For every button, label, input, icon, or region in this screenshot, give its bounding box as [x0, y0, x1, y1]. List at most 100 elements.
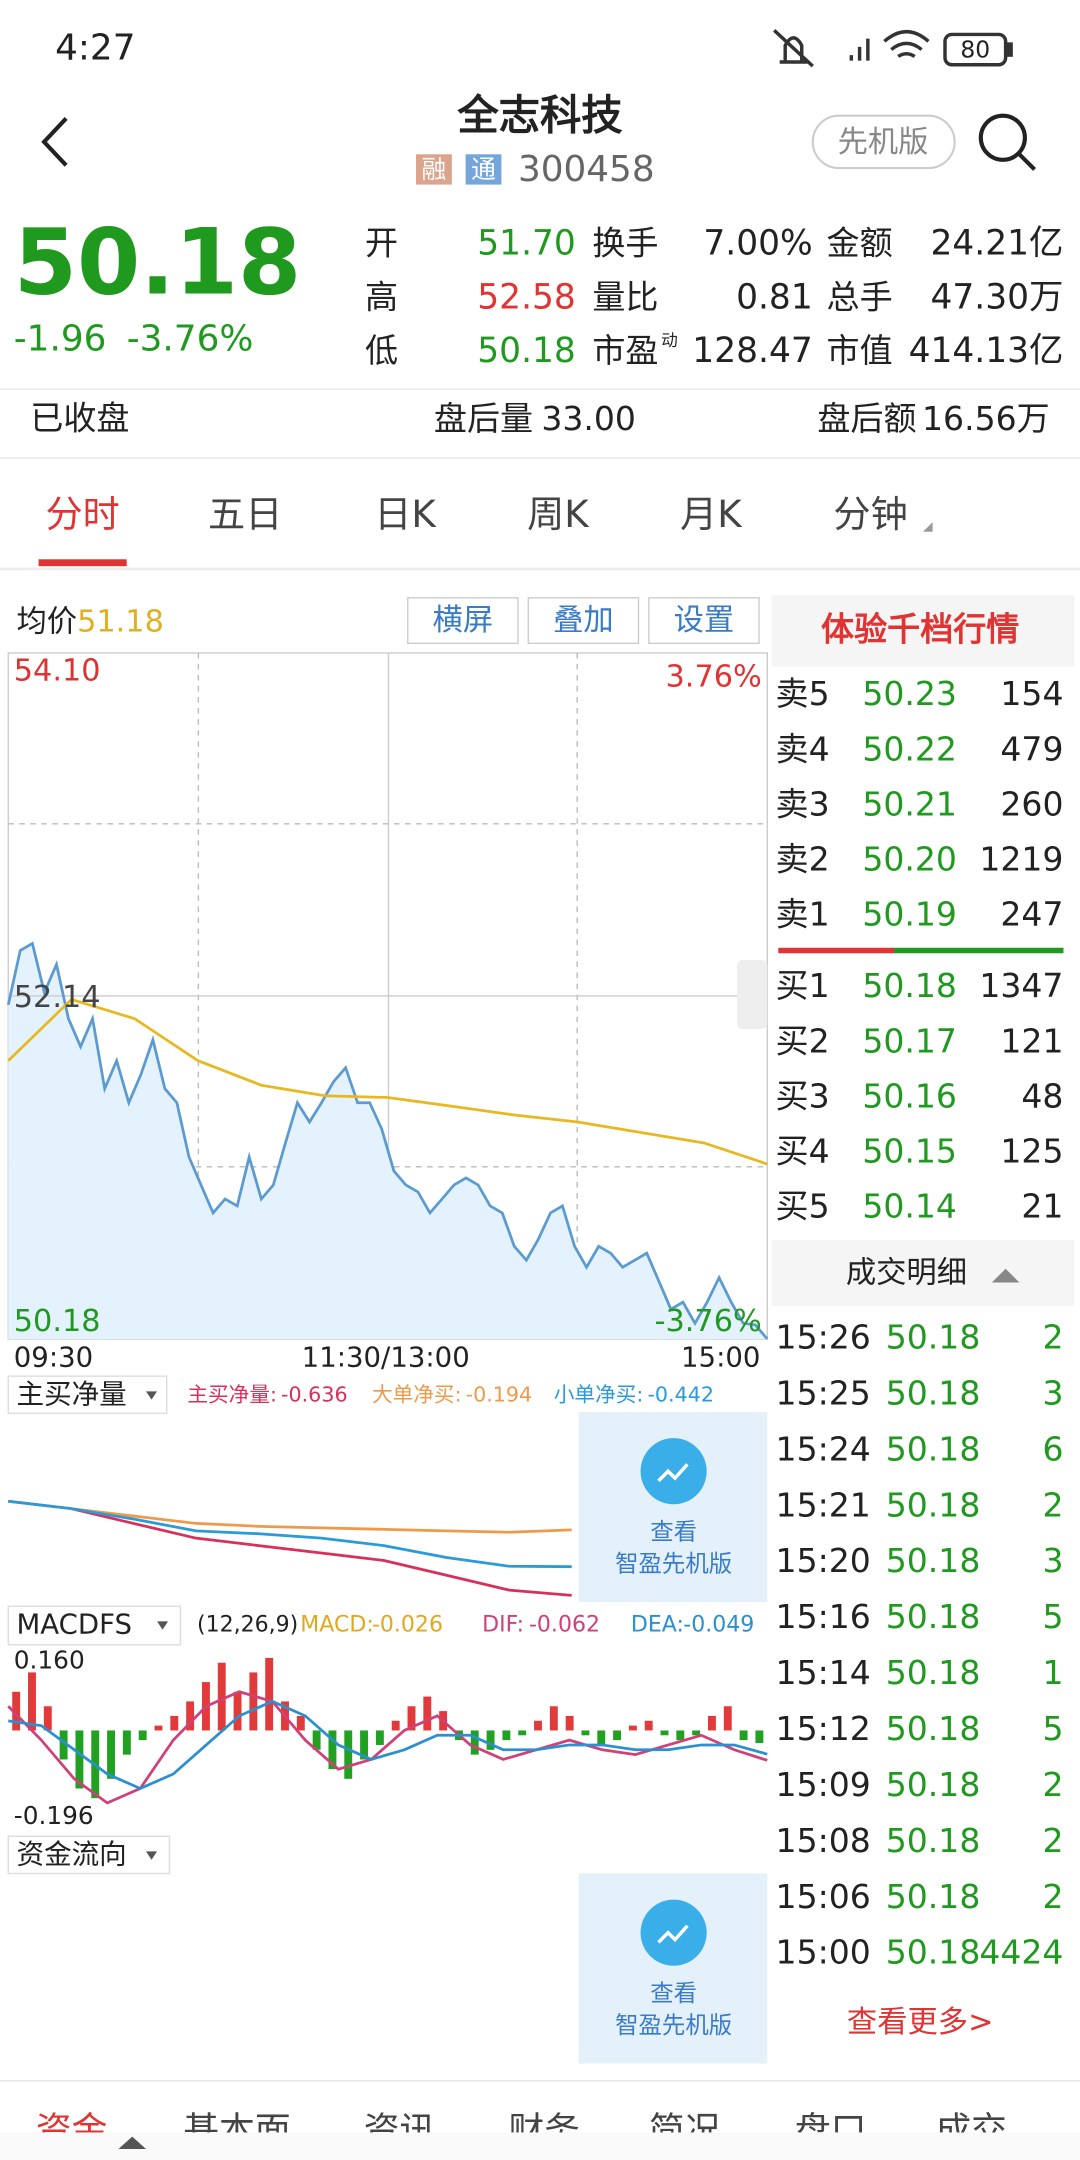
- indicator-select[interactable]: [7, 1605, 182, 1646]
- stat-value: 47.30万: [931, 277, 1064, 317]
- book-header-bg: [771, 595, 1075, 667]
- stat-label: 市值: [827, 331, 893, 370]
- search-button[interactable]: [978, 113, 1037, 171]
- trade-volume: 6: [1042, 1429, 1063, 1468]
- back-button[interactable]: [41, 117, 68, 167]
- stat-label: 低: [365, 331, 398, 370]
- legend-value: -0.442: [647, 1382, 714, 1406]
- book-label: 买3: [776, 1076, 830, 1115]
- after-hours-volume: 盘后量 33.00: [434, 399, 636, 438]
- button[interactable]: [527, 597, 640, 645]
- macd-bar: [170, 1715, 179, 1731]
- button[interactable]: [648, 597, 760, 645]
- dropdown-arrow: [146, 1391, 158, 1400]
- stat-value: 51.70: [477, 224, 576, 264]
- trade-time: 15:06: [776, 1877, 871, 1916]
- indicator-select[interactable]: [7, 1375, 168, 1415]
- y-tick-label: -0.196: [14, 1801, 94, 1830]
- trade-volume: 2: [1042, 1485, 1063, 1524]
- tab[interactable]: 五日: [208, 492, 282, 536]
- stat-label: 总手: [827, 277, 893, 316]
- trade-time: 15:08: [776, 1821, 871, 1860]
- pct-label: -3.76%: [655, 1304, 762, 1339]
- tab[interactable]: 分钟: [833, 492, 907, 536]
- trade-time: 15:25: [776, 1373, 871, 1412]
- macd-bar: [360, 1730, 369, 1760]
- tab[interactable]: 分时: [45, 492, 119, 536]
- legend: 主买净量:: [187, 1382, 277, 1406]
- macd-bar: [12, 1691, 21, 1731]
- legend-value: -0.026: [372, 1613, 443, 1638]
- macd-bar: [217, 1662, 226, 1731]
- macd-bar: [470, 1730, 479, 1755]
- macd-bar: [375, 1730, 384, 1745]
- tab[interactable]: 月K: [680, 492, 743, 536]
- trade-volume: 1: [1042, 1653, 1063, 1692]
- trade-price: 50.18: [886, 1821, 981, 1860]
- promo-icon: [640, 1899, 707, 1966]
- x-tick-label: 11:30/13:00: [302, 1341, 470, 1373]
- book-label: 卖2: [776, 839, 830, 878]
- book-volume: 125: [1000, 1132, 1063, 1171]
- macd-bar: [707, 1715, 716, 1731]
- indicator-name: 主买净量: [17, 1378, 127, 1410]
- book-label: 买1: [776, 966, 830, 1005]
- stat-label: 市盈: [592, 331, 658, 370]
- price-area: [8, 943, 768, 1339]
- trade-price: 50.18: [886, 1317, 981, 1356]
- book-price: 50.21: [862, 784, 957, 823]
- macd-bar: [723, 1706, 732, 1731]
- book-volume: 48: [1021, 1076, 1063, 1115]
- divider: [0, 567, 1080, 571]
- trade-price: 50.18: [886, 1765, 981, 1804]
- trade-time: 15:14: [776, 1653, 871, 1692]
- trade-time: 15:26: [776, 1317, 871, 1356]
- divider: [0, 2080, 1080, 2082]
- panel-toggle[interactable]: [736, 960, 768, 1030]
- promo-text: 查看: [650, 1979, 697, 2007]
- book-volume: 479: [1000, 729, 1063, 768]
- mode-button[interactable]: [811, 114, 956, 170]
- book-volume: 21: [1021, 1187, 1063, 1226]
- trade-time: 15:20: [776, 1541, 871, 1580]
- book-volume: 247: [1000, 895, 1063, 934]
- market-status: 已收盘: [30, 399, 129, 438]
- promo-text: 查看: [650, 1518, 697, 1546]
- stat-value: 128.47: [692, 331, 812, 371]
- book-price: 50.14: [862, 1187, 957, 1226]
- price-line: [6, 941, 769, 1340]
- legend-value: -0.636: [281, 1382, 348, 1406]
- macd-bar: [692, 1730, 701, 1736]
- tab[interactable]: 周K: [527, 492, 590, 536]
- promo-icon: [640, 1438, 707, 1505]
- indicator-select[interactable]: [7, 1835, 171, 1875]
- macd-bar: [518, 1730, 527, 1736]
- legend: MACD:: [300, 1613, 373, 1638]
- macd-bar: [755, 1730, 764, 1744]
- button[interactable]: [407, 597, 519, 645]
- chart-buttons: 横屏 叠加 设置: [407, 597, 760, 645]
- tag: 通: [471, 155, 496, 184]
- macd-bar: [28, 1672, 36, 1731]
- book-price: 50.22: [862, 729, 957, 768]
- mode-button-label: 先机版: [838, 125, 929, 160]
- book-price: 50.18: [862, 966, 957, 1005]
- more-link[interactable]: 查看更多>: [847, 2005, 994, 2040]
- trade-volume: 3: [1042, 1373, 1063, 1412]
- indicator-name: MACDFS: [17, 1609, 132, 1641]
- trade-volume: 2: [1042, 1821, 1063, 1860]
- book-volume: 1347: [979, 966, 1063, 1005]
- macd-bar: [328, 1730, 337, 1770]
- button-label: 横屏: [433, 603, 494, 638]
- macd-bar: [644, 1720, 653, 1731]
- legend: DEA:: [631, 1613, 684, 1638]
- stat-label: 高: [365, 277, 398, 316]
- trade-time: 15:00: [776, 1933, 871, 1972]
- legend-value: -0.049: [683, 1613, 754, 1638]
- macd-bar: [660, 1730, 669, 1736]
- tab[interactable]: 日K: [374, 492, 437, 536]
- macd-bar: [549, 1706, 558, 1731]
- trade-volume: 2: [1042, 1765, 1063, 1804]
